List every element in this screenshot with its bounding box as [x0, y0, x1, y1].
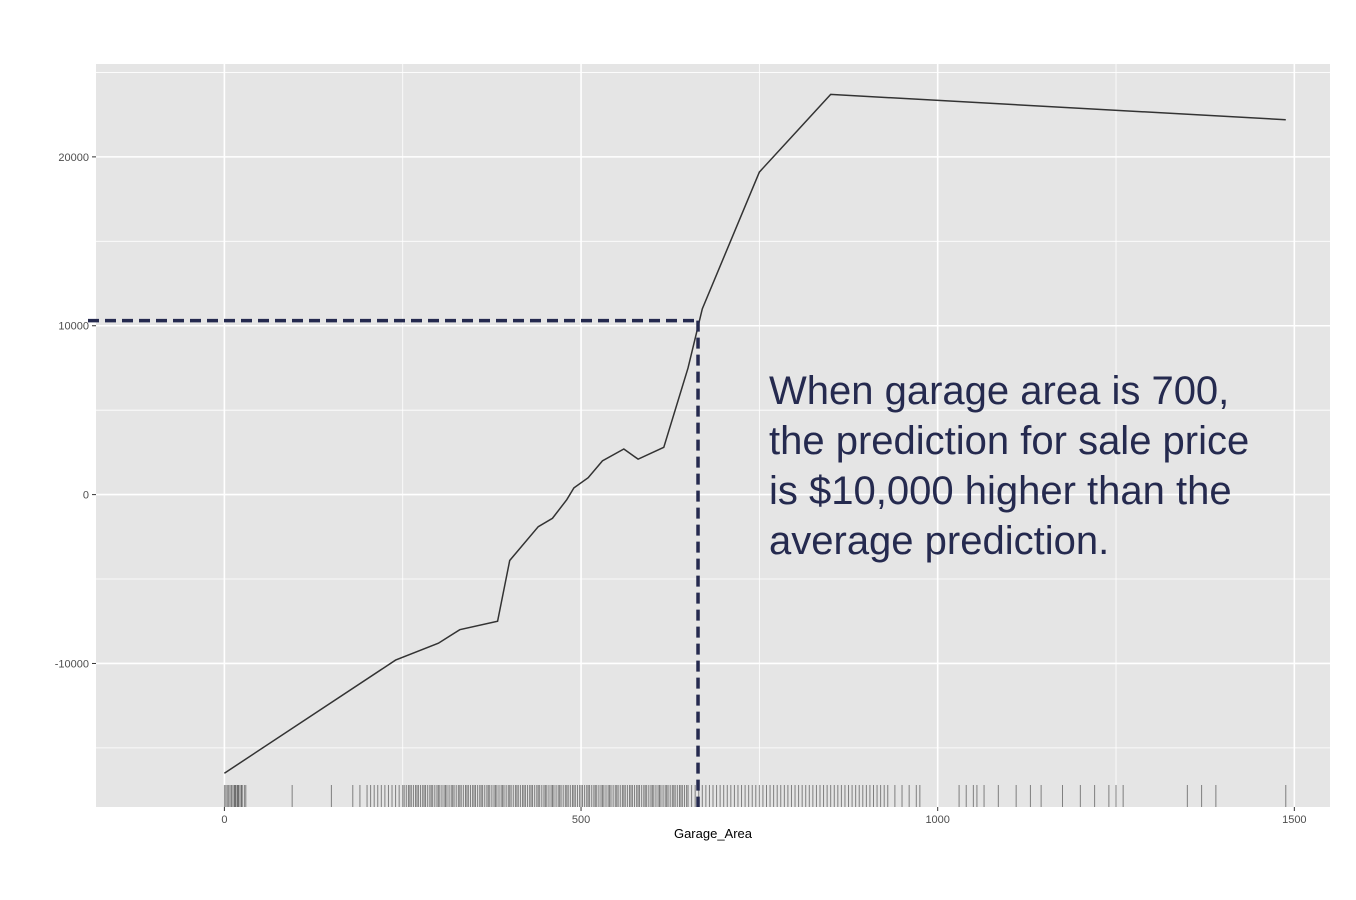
y-tick-label: -10000: [55, 658, 89, 670]
annotation-line-2: the prediction for sale price: [769, 419, 1250, 463]
annotation-line-3: is $10,000 higher than the: [769, 469, 1232, 513]
rug-marks: [223, 785, 1287, 807]
x-tick-label: 500: [572, 814, 590, 826]
grid-minor: [96, 64, 1330, 807]
y-axis-ticks: -10000 0 10000 20000: [55, 152, 96, 670]
plot-panel: [96, 64, 1330, 807]
annotation-line-4: average prediction.: [769, 519, 1110, 563]
y-tick-label: 0: [83, 490, 89, 502]
series-group: [223, 93, 1286, 774]
grid-major: [96, 64, 1330, 807]
x-axis-ticks: 0 500 1000 1500: [221, 807, 1307, 826]
x-axis-title: Garage_Area: [674, 826, 753, 841]
x-tick-label: 1000: [925, 814, 949, 826]
x-tick-label: 1500: [1282, 814, 1306, 826]
y-tick-label: 10000: [58, 321, 89, 333]
annotation-line-1: When garage area is 700,: [769, 369, 1230, 413]
annotation-text: When garage area is 700, the prediction …: [769, 366, 1289, 566]
series-line-0: [223, 93, 1286, 774]
x-tick-label: 0: [221, 814, 227, 826]
y-tick-label: 20000: [58, 152, 89, 164]
reference-lines: [88, 318, 700, 807]
